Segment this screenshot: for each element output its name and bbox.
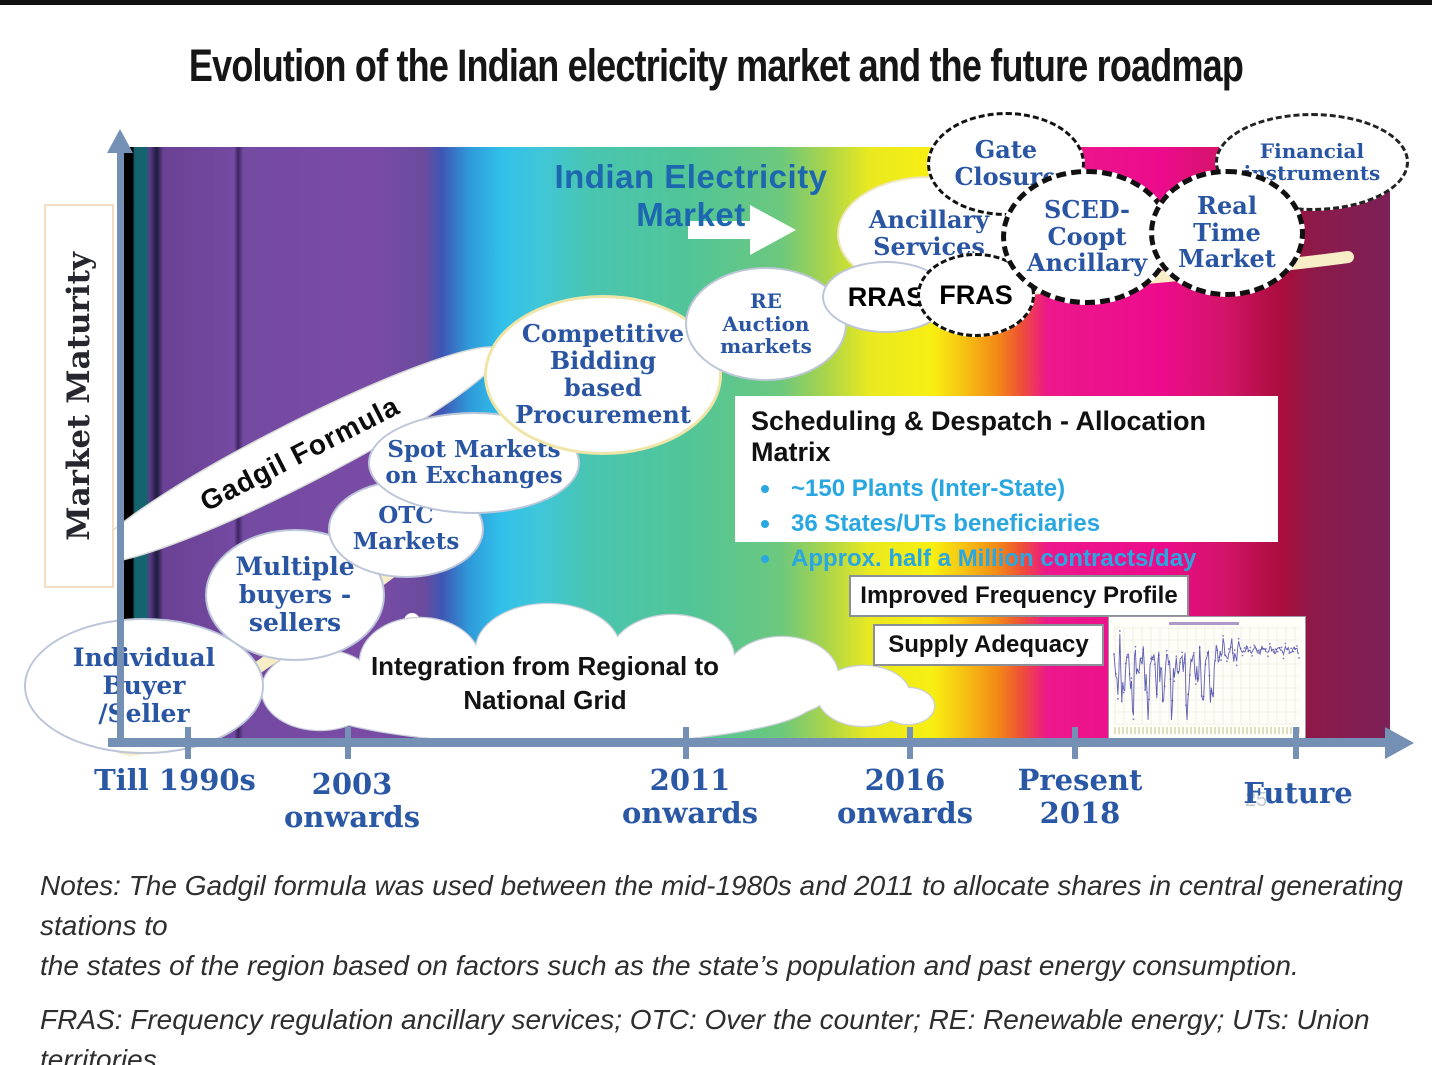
bubble-re-auction-markets: RE Auction markets (685, 267, 847, 381)
x-label-future: Future (1243, 776, 1353, 810)
matrix-bullet-row: ~150 Plants (Inter-State) (751, 475, 1262, 503)
matrix-bullet: 36 States/UTs beneficiaries (791, 510, 1101, 537)
supply-adequacy-callout: Supply Adequacy (873, 624, 1104, 666)
x-label-2011-onwards: 2011 onwards (621, 763, 759, 831)
slide-title: Evolution of the Indian electricity mark… (188, 40, 1244, 91)
x-label-2016-onwards: 2016 onwards (836, 763, 974, 831)
x-axis-tick (683, 727, 689, 759)
matrix-bullet-row: 36 States/UTs beneficiaries (751, 510, 1262, 538)
x-label-till-1990s: Till 1990s (94, 763, 256, 797)
bullet-dot-icon (761, 485, 769, 493)
bubble-sced-coopt-ancillary: SCED- Coopt Ancillary (1001, 169, 1173, 305)
x-axis-tick (185, 727, 191, 759)
bubble-financial-instruments: Financial instruments (1215, 113, 1409, 211)
matrix-bullet: Approx. half a Million contracts/day (791, 545, 1197, 572)
integration-cloud-label: Integration from Regional to National Gr… (370, 651, 720, 715)
note-abbreviations: FRAS: Frequency regulation ancillary ser… (40, 1004, 1370, 1065)
y-axis-line (117, 146, 124, 745)
x-axis-line (108, 738, 1388, 747)
y-axis-label: Market Maturity (61, 251, 97, 541)
bubble-rras: RRAS (822, 261, 950, 333)
bubble-competitive-bidding: Competitive Bidding based Procurement (484, 295, 722, 455)
bullet-dot-icon (761, 555, 769, 563)
matrix-bullet-row: Approx. half a Million contracts/day (751, 545, 1262, 573)
integration-cloud-shape (260, 602, 936, 746)
top-border-bar (0, 0, 1432, 5)
x-label-2003-onwards: 2003 onwards (283, 767, 421, 835)
x-axis-tick (907, 727, 913, 759)
note-gadgil: Notes: The Gadgil formula was used betwe… (40, 870, 1403, 981)
x-axis-tick (1072, 727, 1078, 759)
right-arrow-icon (688, 205, 796, 255)
improved-frequency-callout: Improved Frequency Profile (849, 575, 1189, 617)
allocation-matrix-box: Scheduling & Despatch - Allocation Matri… (735, 396, 1278, 572)
bullet-dot-icon (761, 520, 769, 528)
slide-page-number: 25 (1245, 789, 1268, 811)
x-label-present-2018: Present 2018 (1017, 763, 1143, 831)
bubble-individual-buyer-seller: Individual Buyer /Seller (24, 618, 264, 754)
y-axis-label-box: Market Maturity (44, 204, 114, 588)
x-axis-tick (1293, 727, 1299, 759)
x-axis-tick (345, 727, 351, 759)
matrix-bullet: ~150 Plants (Inter-State) (791, 475, 1066, 502)
allocation-matrix-title: Scheduling & Despatch - Allocation Matri… (751, 406, 1207, 467)
footnotes-block: Notes: The Gadgil formula was used betwe… (40, 866, 1432, 1065)
frequency-profile-minichart (1108, 616, 1306, 744)
diagram-heading: Indian Electricity Market (554, 158, 828, 233)
bubble-real-time-market: Real Time Market (1149, 169, 1305, 297)
